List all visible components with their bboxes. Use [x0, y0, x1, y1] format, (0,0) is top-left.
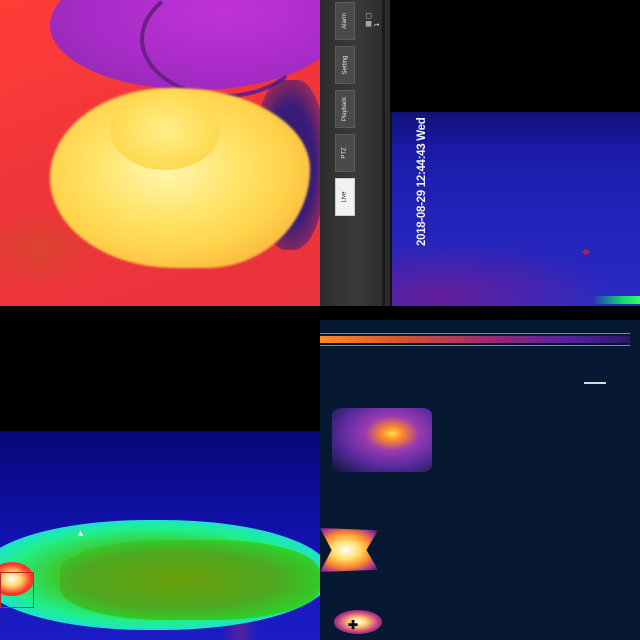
- thermal-object-1: [332, 408, 432, 472]
- detection-box: [0, 572, 34, 608]
- side-menu: Alarm Setting Playback PTZ Live ▩▢↩: [320, 0, 392, 306]
- tab-playback[interactable]: Playback: [335, 90, 355, 128]
- target-marker-icon: [582, 249, 590, 255]
- tab-live[interactable]: Live: [335, 178, 355, 216]
- tab-ptz[interactable]: PTZ: [335, 134, 355, 172]
- scale-border-top: [320, 333, 630, 334]
- thermal-hotspot: [0, 562, 34, 596]
- cursor-icon: ▲: [76, 528, 85, 538]
- letterbox-top: [390, 0, 640, 112]
- camera-feed-2[interactable]: 2018-08-29 12:44:43 Wed: [320, 0, 640, 320]
- tab-alarm[interactable]: Alarm: [335, 2, 355, 40]
- thermal-hotspot-core: [110, 90, 220, 170]
- menu-scrollbar[interactable]: [382, 0, 385, 306]
- temperature-scale-bar: [320, 336, 630, 343]
- grid-divider: [0, 306, 640, 320]
- letterbox-top: [0, 320, 320, 431]
- timestamp-overlay: 2018-08-29 12:44:43 Wed: [416, 117, 428, 246]
- crosshair-icon: ✚: [348, 618, 359, 632]
- scale-marker: [584, 382, 606, 384]
- camera-feed-3[interactable]: ▲: [0, 320, 320, 640]
- menu-tabs: Alarm Setting Playback PTZ Live: [334, 0, 356, 308]
- thermal-image-2: [392, 112, 640, 312]
- thermal-image-4: [320, 320, 640, 640]
- camera-feed-4[interactable]: ✚: [320, 320, 640, 640]
- camera-feed-1[interactable]: [0, 0, 320, 320]
- tab-setting[interactable]: Setting: [335, 46, 355, 84]
- thermal-object-3: [334, 610, 382, 634]
- scale-border-bottom: [320, 345, 630, 346]
- thermal-region-green: [592, 296, 640, 304]
- thermal-region-inner: [60, 540, 320, 620]
